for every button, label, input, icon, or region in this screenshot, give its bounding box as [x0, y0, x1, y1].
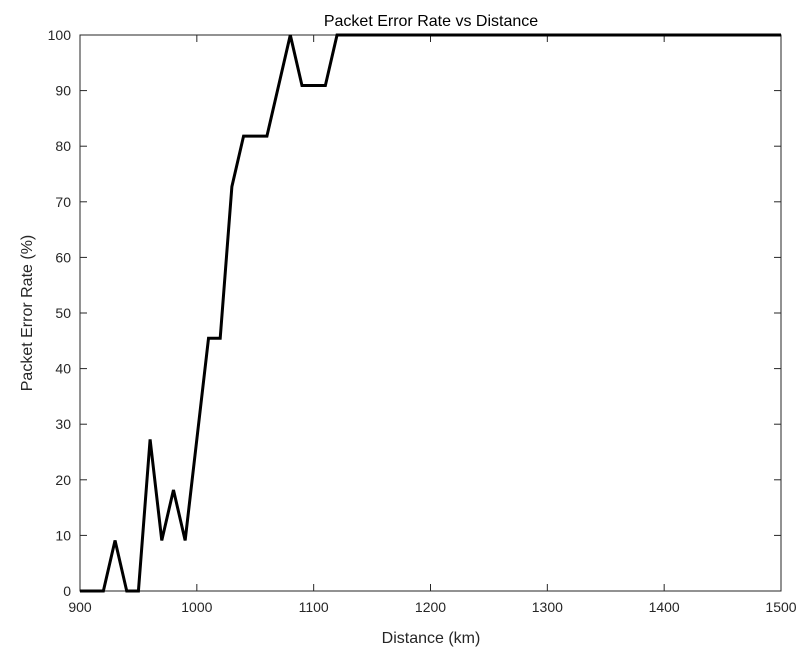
y-tick-label: 30	[55, 416, 71, 432]
x-axis-label: Distance (km)	[382, 630, 481, 647]
x-tick-label: 1100	[299, 599, 329, 615]
x-tick-label: 1000	[181, 599, 212, 615]
y-tick-label: 0	[63, 583, 71, 599]
x-tick-label: 1500	[765, 599, 796, 615]
x-tick-label: 1400	[649, 599, 680, 615]
chart-title: Packet Error Rate vs Distance	[324, 13, 538, 30]
x-tick-label: 900	[68, 599, 92, 615]
y-tick-label: 50	[55, 305, 71, 321]
y-tick-label: 70	[55, 194, 71, 210]
series-line-1	[80, 33, 781, 593]
x-tick-label: 1200	[415, 599, 446, 615]
y-tick-label: 80	[55, 138, 71, 154]
y-tick-label: 60	[55, 249, 71, 265]
y-tick-label: 20	[55, 472, 71, 488]
y-axis-label: Packet Error Rate (%)	[19, 235, 36, 391]
plot-area: 900 1000 1100 1200 1300 1400 1500 0 10 20 30 40 50 60…	[48, 27, 797, 615]
x-tick-label: 1300	[532, 599, 563, 615]
y-tick-label: 90	[55, 83, 71, 99]
y-tick-label: 100	[48, 27, 72, 43]
y-tick-label: 40	[55, 361, 71, 377]
y-tick-label: 10	[55, 527, 71, 543]
